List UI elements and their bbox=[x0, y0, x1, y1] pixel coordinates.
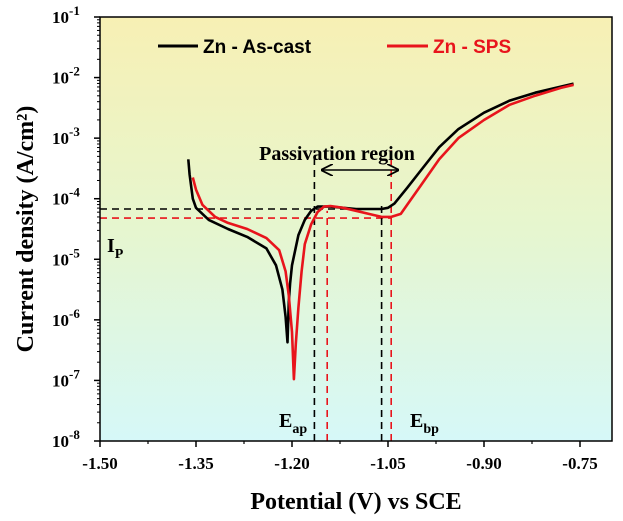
eap-label: Eap bbox=[279, 410, 307, 437]
reference-lines bbox=[100, 150, 393, 441]
x-axis: -1.50 -1.35 -1.20 -1.05 -0.90 -0.75 bbox=[82, 441, 598, 473]
y-tick-label: 10-1 bbox=[52, 3, 80, 27]
legend-label-sps: Zn - SPS bbox=[433, 37, 511, 58]
x-tick-label: -1.20 bbox=[274, 454, 309, 473]
plot-background bbox=[100, 17, 612, 441]
y-axis: 10-1 10-2 10-3 10-4 10-5 10-6 10-7 10-8 bbox=[52, 3, 100, 451]
legend-label-as-cast: Zn - As-cast bbox=[203, 37, 312, 58]
x-tick-label: -1.05 bbox=[370, 454, 405, 473]
series-line-as-cast bbox=[187, 82, 574, 344]
x-tick-label: -1.35 bbox=[178, 454, 213, 473]
y-tick-label: 10-8 bbox=[52, 427, 80, 451]
plot-frame bbox=[99, 16, 613, 442]
y-tick-label: 10-6 bbox=[52, 306, 80, 330]
x-tick-label: -1.50 bbox=[82, 454, 117, 473]
y-tick-label: 10-7 bbox=[52, 366, 80, 390]
ebp-label: Ebp bbox=[410, 410, 439, 437]
y-tick-label: 10-4 bbox=[52, 185, 80, 209]
passivation-label: Passivation region bbox=[259, 143, 415, 165]
y-tick-label: 10-5 bbox=[52, 245, 80, 269]
ip-label: IP bbox=[107, 235, 124, 262]
series-group bbox=[187, 82, 574, 381]
y-tick-label: 10-2 bbox=[52, 64, 80, 88]
y-axis-title: Current density (A/cm²) bbox=[13, 106, 39, 353]
x-tick-label: -0.75 bbox=[562, 454, 597, 473]
x-tick-label: -0.90 bbox=[466, 454, 501, 473]
legend: Zn - As-cast Zn - SPS bbox=[158, 37, 511, 58]
x-axis-title: Potential (V) vs SCE bbox=[250, 489, 461, 515]
passivation-annotation: Passivation region bbox=[259, 143, 415, 170]
y-tick-label: 10-3 bbox=[52, 124, 80, 148]
series-line-sps bbox=[191, 83, 574, 381]
